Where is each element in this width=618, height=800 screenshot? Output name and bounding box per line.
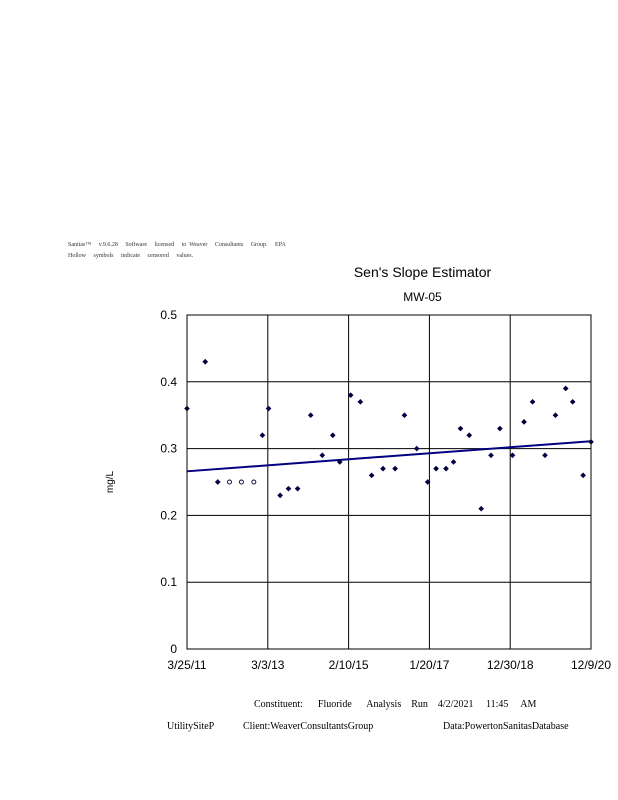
data-point <box>401 412 408 419</box>
data-point <box>542 452 548 459</box>
data-point <box>357 399 364 405</box>
y-tick-label: 0 <box>170 642 177 656</box>
data-point <box>259 432 266 439</box>
chart-subtitle: MW-05 <box>403 290 442 304</box>
data-point <box>450 459 457 465</box>
y-axis-label: mg/L <box>105 470 116 493</box>
chart-title: Sen's Slope Estimator <box>353 264 492 280</box>
data-point <box>294 485 301 492</box>
censored-point <box>227 479 232 485</box>
data-point <box>443 465 449 472</box>
data-point <box>562 385 569 392</box>
data-point <box>424 479 431 485</box>
x-tick-label: 3/25/11 <box>167 658 206 672</box>
data-point <box>329 432 336 439</box>
x-tick-label: 3/3/13 <box>251 658 285 672</box>
data-point <box>488 452 494 459</box>
x-tick-label: 2/10/15 <box>329 658 369 672</box>
x-tick-label: 1/20/17 <box>409 658 449 672</box>
data-point <box>307 412 314 419</box>
data-point <box>569 399 576 405</box>
grid-lines <box>186 314 592 650</box>
censored-note: Hollow symbols indicate censored values. <box>68 253 194 259</box>
data-point <box>497 425 503 432</box>
data-points <box>184 358 594 512</box>
data-point <box>319 452 326 459</box>
data-point <box>392 465 398 472</box>
data-point <box>265 405 272 412</box>
y-tick-label: 0.5 <box>160 308 177 322</box>
data-point <box>285 485 292 492</box>
y-tick-label: 0.1 <box>160 575 177 589</box>
y-tick-label: 0.3 <box>160 442 177 456</box>
data-point <box>580 472 586 479</box>
y-tick-label: 0.2 <box>160 508 177 522</box>
footer-client: Client:WeaverConsultantsGroup <box>243 721 374 732</box>
data-point <box>347 392 354 398</box>
data-point <box>202 358 209 365</box>
x-tick-labels: 3/25/11 3/3/13 2/10/15 1/20/17 12/30/18 12/9/… <box>167 658 611 672</box>
data-point <box>380 465 386 472</box>
chart-plot: 3/25/11 3/3/13 2/10/15 1/20/17 12/30/18 12/9/… <box>105 308 611 672</box>
footer-site: UtilitySiteP <box>167 721 215 732</box>
data-point <box>521 419 527 425</box>
data-point <box>478 505 485 512</box>
plot-frame <box>186 314 592 650</box>
y-tick-labels: 0 0.1 0.2 0.3 0.4 0.5 <box>160 308 177 656</box>
license-note: Sanitas™ v.9.6.28 Software licensed to W… <box>68 242 286 248</box>
censored-point <box>238 479 244 485</box>
y-tick-label: 0.4 <box>160 375 177 389</box>
footer-constituent: Constituent: Fluoride Analysis Run 4/2/2… <box>254 699 537 710</box>
data-point <box>413 445 420 452</box>
data-point <box>529 399 536 405</box>
data-point <box>368 472 375 479</box>
trend-line-group <box>186 440 592 473</box>
data-point <box>277 492 283 499</box>
data-point <box>552 412 559 419</box>
data-point <box>457 425 464 432</box>
sens-slope-trend-line <box>186 440 592 473</box>
data-point <box>433 465 439 472</box>
data-point <box>214 479 221 485</box>
data-point <box>509 452 516 459</box>
data-point <box>336 459 343 465</box>
x-tick-label: 12/30/18 <box>487 658 534 672</box>
censored-point <box>251 479 257 485</box>
x-tick-label: 12/9/20 <box>571 658 611 672</box>
data-point <box>466 432 473 439</box>
footer-data: Data:PowertonSanitasDatabase <box>443 721 569 732</box>
